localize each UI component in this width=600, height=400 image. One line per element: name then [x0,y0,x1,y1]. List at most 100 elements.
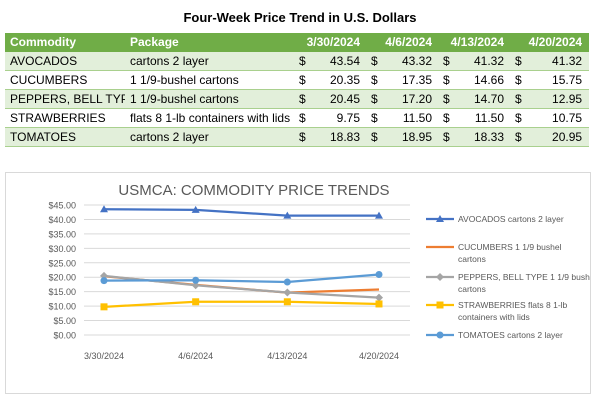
currency-cell: $ [295,89,315,109]
series-line [103,273,380,284]
data-point [375,270,383,278]
price-cell: 11.50 [387,108,440,128]
data-point [100,303,108,311]
price-cell: 18.33 [459,127,512,147]
data-point [192,298,200,306]
currency-cell: $ [511,51,532,71]
currency-cell: $ [439,127,460,147]
data-point [283,278,291,286]
currency-cell: $ [367,108,388,128]
price-cell: 11.50 [459,108,512,128]
commodity-cell: TOMATOES [5,127,125,147]
data-point [191,281,200,290]
y-tick-label: $30.00 [48,244,76,254]
header-package: Package [125,33,295,52]
table-header-row: Commodity Package 3/30/2024 4/6/2024 4/1… [5,33,590,52]
chart-canvas: USMCA: COMMODITY PRICE TRENDS $0.00 $5.00 $… [48,182,590,361]
legend-marker [436,301,444,309]
currency-cell: $ [367,70,388,90]
legend-marker [436,215,444,222]
currency-cell: $ [439,70,460,90]
x-tick-label: 4/20/2024 [359,351,399,361]
data-point [283,298,291,306]
price-cell: 9.75 [315,108,368,128]
table-row: TOMATOES cartons 2 layer $ 18.83 $ 18.95… [5,127,590,147]
x-tick-label: 3/30/2024 [84,351,124,361]
currency-cell: $ [511,89,532,109]
commodity-cell: CUCUMBERS [5,70,125,90]
data-point [283,211,292,219]
y-tick-label: $5.00 [53,316,76,326]
table-row: CUCUMBERS 1 1/9-bushel cartons $ 20.35 $… [5,70,590,90]
price-cell: 41.32 [531,51,590,71]
price-cell: 17.35 [387,70,440,90]
currency-cell: $ [511,70,532,90]
data-point [283,288,292,297]
y-tick-label: $15.00 [48,287,76,297]
x-tick-label: 4/6/2024 [178,351,213,361]
table-row: AVOCADOS cartons 2 layer $ 43.54 $ 43.32… [5,51,590,71]
legend-label: cartons [458,254,486,264]
table-row: PEPPERS, BELL TYPE 1 1/9-bushel cartons … [5,89,590,109]
x-tick-label: 4/13/2024 [267,351,307,361]
legend-marker [436,273,444,281]
price-cell: 18.95 [387,127,440,147]
price-cell: 12.95 [531,89,590,109]
price-cell: 10.75 [531,108,590,128]
package-cell: flats 8 1-lb containers with lids [125,108,295,128]
legend-label: TOMATOES cartons 2 layer [458,330,563,340]
currency-cell: $ [295,108,315,128]
commodity-cell: STRAWBERRIES [5,108,125,128]
currency-cell: $ [439,108,460,128]
price-cell: 17.20 [387,89,440,109]
legend-label: STRAWBERRIES flats 8 1-lb [458,300,568,310]
header-date: 4/20/2024 [511,33,590,52]
data-point [192,276,200,284]
y-tick-label: $0.00 [53,331,76,341]
package-cell: 1 1/9-bushel cartons [125,70,295,90]
header-date: 4/13/2024 [439,33,512,52]
data-point [100,277,108,285]
legend-label: containers with lids [458,312,530,322]
data-point [100,271,108,280]
price-trend-chart: USMCA: COMMODITY PRICE TRENDS $0.00 $5.00 $… [5,172,591,394]
currency-cell: $ [439,51,460,71]
table-title: Four-Week Price Trend in U.S. Dollars [183,10,417,25]
price-cell: 15.75 [531,70,590,90]
y-tick-label: $45.00 [48,201,76,211]
header-date: 3/30/2024 [295,33,368,52]
data-point [375,300,383,308]
package-cell: cartons 2 layer [125,127,295,147]
series-line [103,208,379,217]
package-cell: cartons 2 layer [125,51,295,71]
currency-cell: $ [367,51,388,71]
package-cell: 1 1/9-bushel cartons [125,89,295,109]
price-cell: 43.54 [315,51,368,71]
price-table: Commodity Package 3/30/2024 4/6/2024 4/1… [5,33,590,147]
currency-cell: $ [295,70,315,90]
chart-title: USMCA: COMMODITY PRICE TRENDS [118,182,389,199]
data-point [191,205,200,213]
currency-cell: $ [295,51,315,71]
price-cell: 41.32 [459,51,512,71]
y-tick-label: $10.00 [48,302,76,312]
y-tick-label: $40.00 [48,215,76,225]
price-cell: 20.35 [315,70,368,90]
y-tick-label: $25.00 [48,258,76,268]
price-cell: 14.70 [459,89,512,109]
price-cell: 43.32 [387,51,440,71]
price-cell: 14.66 [459,70,512,90]
currency-cell: $ [511,127,532,147]
series-line [103,274,380,299]
commodity-cell: AVOCADOS [5,51,125,71]
y-tick-label: $20.00 [48,273,76,283]
legend-label: PEPPERS, BELL TYPE 1 1/9 bushel [458,272,590,282]
legend-marker [436,331,444,339]
header-commodity: Commodity [5,33,125,52]
price-cell: 20.45 [315,89,368,109]
currency-cell: $ [439,89,460,109]
legend-label: AVOCADOS cartons 2 layer [458,214,564,224]
data-point [100,205,108,213]
currency-cell: $ [295,127,315,147]
currency-cell: $ [511,108,532,128]
